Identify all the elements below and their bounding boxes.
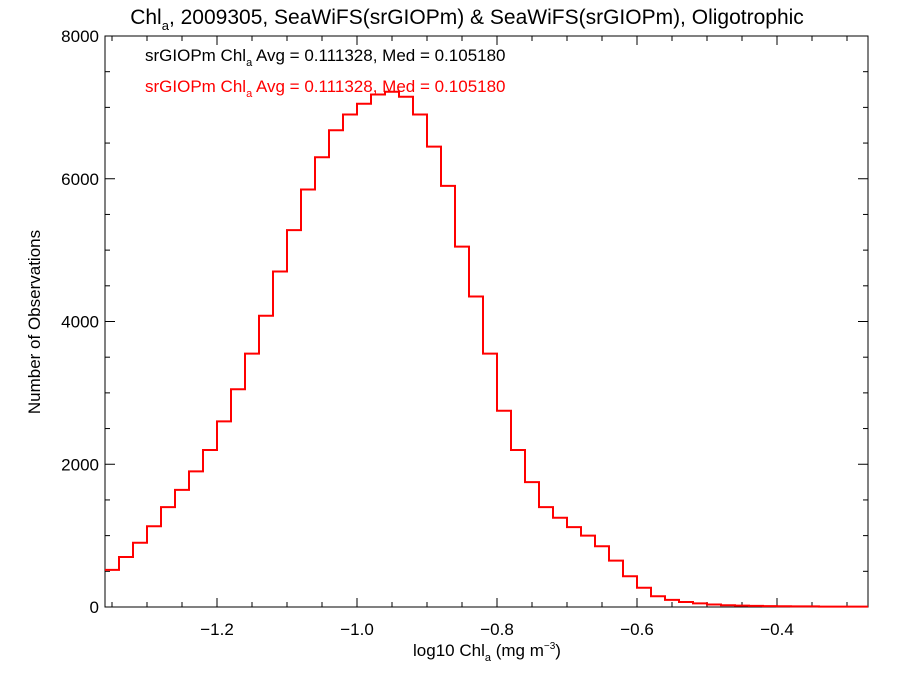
y-tick-label: 0 [90, 598, 99, 617]
x-axis: −1.2 −1.0 −0.8 −0.6 −0.4 [111, 36, 848, 639]
y-axis: 0 2000 4000 6000 8000 [61, 27, 868, 617]
x-axis-label: log10 Chla (mg m−3) [413, 641, 561, 664]
annotation-line-2: srGIOPm Chla Avg = 0.111328, Med = 0.105… [145, 77, 506, 100]
x-tick-label: −1.0 [340, 620, 374, 639]
x-tick-label: −0.4 [760, 620, 794, 639]
plot-frame [104, 35, 869, 608]
annotation-line-1: srGIOPm Chla Avg = 0.111328, Med = 0.105… [145, 46, 506, 69]
x-tick-label: −0.8 [480, 620, 514, 639]
x-tick-label: −1.2 [200, 620, 234, 639]
histogram-series-line [105, 90, 868, 608]
y-tick-label: 6000 [61, 170, 99, 189]
chart-title: Chla, 2009305, SeaWiFS(srGIOPm) & SeaWiF… [130, 6, 804, 33]
series-layer [105, 90, 868, 608]
x-tick-label: −0.6 [620, 620, 654, 639]
y-tick-label: 2000 [61, 455, 99, 474]
y-axis-label: Number of Observations [25, 230, 44, 414]
y-tick-label: 4000 [61, 313, 99, 332]
y-tick-label: 8000 [61, 27, 99, 46]
